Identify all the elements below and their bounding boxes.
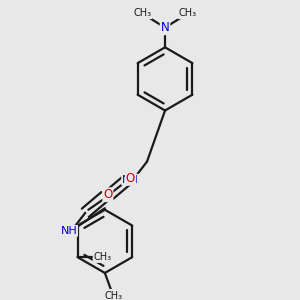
Text: NH: NH bbox=[122, 175, 139, 185]
Text: O: O bbox=[126, 172, 135, 185]
Text: O: O bbox=[103, 188, 112, 201]
Text: N: N bbox=[161, 21, 170, 34]
Text: NH: NH bbox=[60, 226, 77, 236]
Text: CH₃: CH₃ bbox=[178, 8, 197, 18]
Text: CH₃: CH₃ bbox=[93, 252, 112, 262]
Text: CH₃: CH₃ bbox=[105, 290, 123, 300]
Text: CH₃: CH₃ bbox=[134, 8, 152, 18]
